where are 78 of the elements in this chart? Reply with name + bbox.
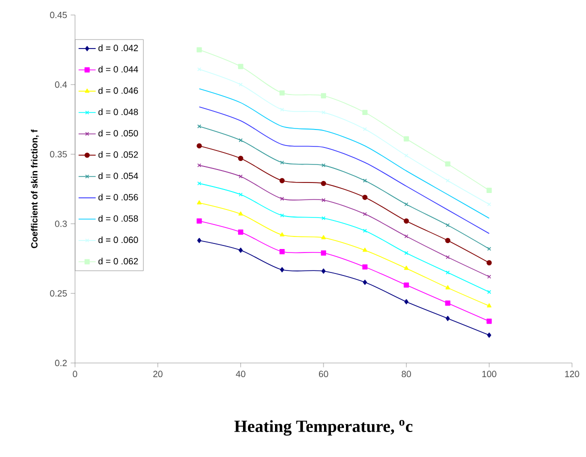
legend-label: d = 0 .048 [98,108,138,116]
point [196,218,202,224]
point [486,318,492,324]
point [197,238,202,244]
point [445,238,450,244]
point [486,188,492,193]
legend-label: d = 0 .042 [98,44,138,52]
point [280,213,284,218]
point [486,303,492,308]
point [196,47,202,52]
legend-label: d = 0 .058 [98,215,138,222]
point [280,267,284,272]
point [404,202,408,206]
point [280,108,284,112]
point [321,268,326,274]
point [404,218,409,224]
point [279,178,285,184]
point [279,90,285,96]
point [362,194,368,200]
point [362,127,367,132]
point [362,212,367,216]
y-tick-label: 0.25 [50,290,67,297]
point [238,211,243,216]
x-tick-label: 120 [565,370,580,378]
point [362,264,368,270]
point [487,332,492,338]
point [238,64,244,70]
y-tick-label: 0.2 [55,360,67,366]
x-tick-label: 40 [236,370,246,378]
x-tick-label: 20 [153,370,162,378]
y-tick-label: 0.4 [55,81,67,88]
legend-label: d = 0 .050 [98,130,138,136]
legend-label: d = 0 .054 [98,172,138,180]
point [238,156,244,161]
legend-label: d = 0 .062 [98,258,138,264]
point [404,136,409,142]
x-tick-label: 0 [72,370,78,378]
point [446,316,450,322]
point [279,249,285,254]
point [362,248,368,252]
point [362,178,367,183]
point [404,282,409,288]
legend-label: d = 0 .046 [98,87,138,94]
point [196,200,202,204]
point [321,235,326,240]
point [486,260,492,266]
legend-label: d = 0 .056 [98,194,138,200]
point [320,180,326,186]
y-tick-label: 0.35 [50,151,67,158]
y-axis-title: Coefficient of skin friction, f [30,129,39,248]
y-tick-label: 0.45 [50,12,67,18]
point [238,248,243,253]
point [362,280,367,285]
legend-label: d = 0 .052 [98,151,138,158]
point [446,255,450,260]
point [320,250,326,256]
legend-label: d = 0 .044 [98,66,138,72]
x-axis-title: Heating Temperature, $^{o}$c [234,420,412,436]
y-tick-label: 0.3 [55,220,67,227]
x-tick-label: 100 [482,370,496,378]
line-series [198,106,490,234]
point [445,285,450,290]
point [280,160,284,164]
point [362,110,368,116]
legend-label: d = 0 .060 [98,236,138,244]
point [280,232,284,236]
point [404,234,408,238]
line-series [198,88,490,219]
point [445,300,450,306]
point [445,161,450,167]
point [404,266,409,270]
point [320,93,326,98]
x-tick-label: 80 [402,370,411,378]
point [404,299,408,304]
point [238,230,244,235]
x-tick-label: 60 [318,370,328,378]
point [196,143,202,148]
point [238,138,243,142]
